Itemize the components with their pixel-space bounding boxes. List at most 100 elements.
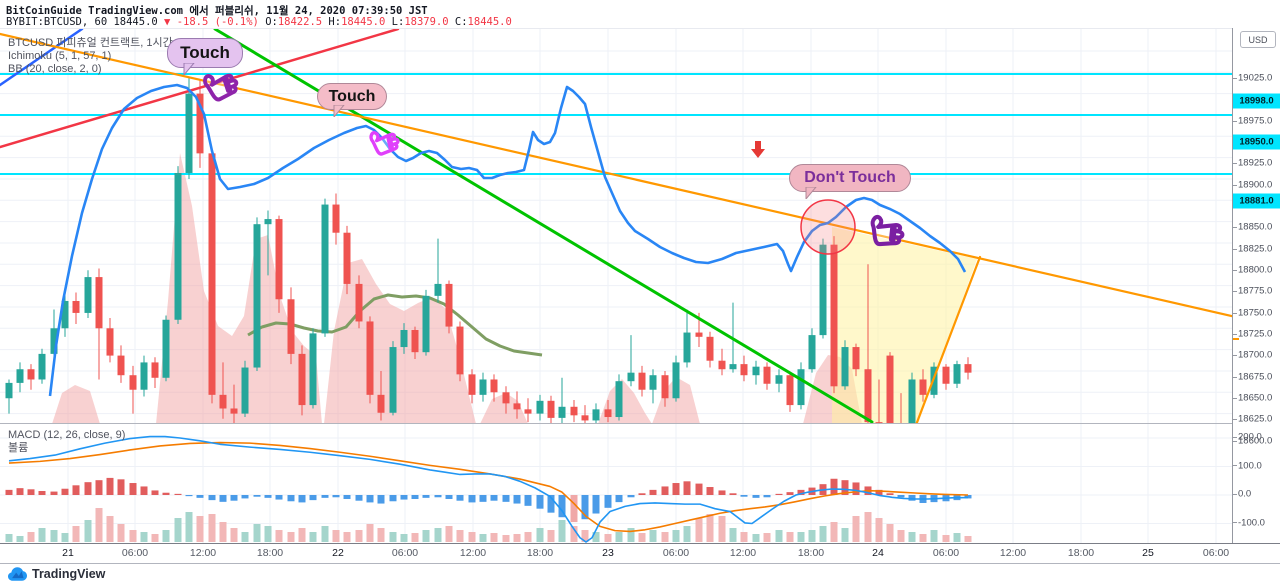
volume-bar bbox=[797, 532, 805, 542]
candle-body bbox=[570, 406, 578, 416]
time-label-hour: 06:00 bbox=[391, 547, 419, 559]
macd-histogram-bar bbox=[5, 489, 13, 495]
volume-bar bbox=[897, 530, 905, 542]
bb-legend[interactable]: BB (20, close, 2, 0) bbox=[8, 63, 102, 75]
blue-steep-trendline[interactable] bbox=[0, 29, 84, 87]
candle-body bbox=[547, 400, 555, 418]
price-tick-label: 18800.0 bbox=[1238, 264, 1273, 276]
candle-body bbox=[908, 379, 916, 424]
candle-body bbox=[275, 219, 283, 300]
volume-bar bbox=[615, 532, 623, 542]
currency-toggle-button[interactable]: USD bbox=[1240, 31, 1276, 48]
macd-histogram-bar bbox=[16, 488, 24, 495]
time-label-hour: 06:00 bbox=[662, 547, 690, 559]
candle-body bbox=[219, 394, 227, 409]
macd-pane[interactable]: MACD (12, 26, close, 9) 볼륨 bbox=[0, 423, 1232, 544]
time-axis[interactable]: 21 06:00 12:00 18:00 22 06:00 12:00 18:00 23 06:0… bbox=[0, 543, 1280, 564]
macd-legend-line[interactable]: MACD (12, 26, close, 9) bbox=[8, 429, 126, 441]
macd-signal-line bbox=[8, 441, 969, 533]
macd-histogram-bar bbox=[852, 482, 860, 495]
macd-histogram-bar bbox=[649, 489, 657, 495]
price-tick-label: 18675.0 bbox=[1238, 371, 1273, 383]
footer: TradingView bbox=[0, 564, 1280, 588]
macd-histogram-bar bbox=[174, 493, 182, 495]
macd-legend[interactable]: MACD (12, 26, close, 9) 볼륨 bbox=[8, 429, 125, 455]
bubble-tail bbox=[183, 63, 195, 75]
candle-body bbox=[468, 374, 476, 395]
low-value: 18379.0 bbox=[404, 16, 449, 28]
volume-bar bbox=[343, 532, 351, 542]
volume-bar bbox=[400, 534, 408, 542]
orange-line-axis-tick bbox=[1233, 338, 1239, 340]
price-tick-label: 18600.0 bbox=[1238, 435, 1273, 447]
candle-body bbox=[208, 153, 216, 395]
macd-histogram-bar bbox=[434, 495, 442, 498]
macd-histogram-bar bbox=[752, 495, 760, 498]
volume-bar bbox=[16, 536, 24, 542]
volume-bar bbox=[151, 534, 159, 542]
macd-histogram-bar bbox=[298, 495, 306, 503]
volume-bar bbox=[558, 520, 566, 542]
touch-annotation-1[interactable]: Touch bbox=[167, 38, 243, 75]
dont-touch-annotation[interactable]: Don't Touch bbox=[789, 164, 911, 199]
price-tick-dash bbox=[1233, 418, 1237, 420]
candle-body bbox=[830, 244, 838, 387]
price-tick-dash bbox=[1233, 77, 1237, 79]
thumbs-up-icon-2[interactable] bbox=[369, 128, 400, 156]
volume-bar bbox=[752, 534, 760, 542]
candle-body bbox=[695, 332, 703, 337]
red-down-arrow-marker[interactable] bbox=[751, 141, 765, 158]
main-legend[interactable]: BTCUSD 퍼피츄얼 컨트랙트, 1시간, BYBIT Ichimoku (5… bbox=[8, 37, 211, 76]
touch-annotation-2-text: Touch bbox=[328, 87, 376, 105]
price-chart-pane[interactable]: BTCUSD 퍼피츄얼 컨트랙트, 1시간, BYBIT Ichimoku (5… bbox=[0, 28, 1232, 424]
candle-body bbox=[490, 379, 498, 393]
dont-touch-annotation-text: Don't Touch bbox=[804, 169, 896, 186]
macd-histogram-bar bbox=[27, 489, 35, 495]
volume-legend-line[interactable]: 볼륨 bbox=[8, 442, 29, 454]
thumbs-up-icon-1[interactable] bbox=[203, 68, 240, 102]
macd-histogram-bar bbox=[524, 495, 532, 506]
candle-body bbox=[72, 300, 80, 313]
volume-bar bbox=[332, 530, 340, 542]
thumbs-up-icon-1-accent bbox=[222, 77, 233, 93]
candle-body bbox=[864, 369, 872, 423]
price-axis[interactable]: USD 19025.0 18975.0 18925.0 18900.0 18850.0 1… bbox=[1232, 28, 1280, 543]
price-tick-dash bbox=[1233, 312, 1237, 314]
volume-bar bbox=[389, 532, 397, 542]
macd-histogram-bar bbox=[786, 492, 794, 495]
candle-body bbox=[740, 364, 748, 376]
macd-canvas[interactable] bbox=[0, 424, 1232, 544]
macd-histogram-bar bbox=[695, 483, 703, 495]
macd-histogram-bar bbox=[95, 480, 103, 495]
volume-bar bbox=[536, 528, 544, 542]
macd-histogram-bar bbox=[72, 485, 80, 495]
red-circle-annotation[interactable] bbox=[800, 199, 856, 255]
price-tick-label: 18750.0 bbox=[1238, 307, 1273, 319]
price-tick-dash bbox=[1233, 184, 1237, 186]
volume-bar bbox=[852, 516, 860, 542]
volume-bar bbox=[241, 532, 249, 542]
candle-body bbox=[174, 172, 182, 320]
ichimoku-legend[interactable]: Ichimoku (5, 1, 57, 1) bbox=[8, 50, 112, 62]
tradingview-logo-icon bbox=[8, 567, 27, 581]
price-chart-canvas[interactable] bbox=[0, 29, 1232, 424]
candle-body bbox=[797, 369, 805, 406]
orange-steep-trendline[interactable] bbox=[915, 255, 982, 424]
candle-body bbox=[389, 347, 397, 413]
macd-histogram-bar bbox=[615, 495, 623, 503]
time-label-hour: 12:00 bbox=[729, 547, 757, 559]
volume-bar bbox=[513, 534, 521, 542]
touch-annotation-2[interactable]: Touch bbox=[317, 83, 387, 117]
thumbs-up-icon-3[interactable] bbox=[870, 214, 905, 247]
tradingview-brand[interactable]: TradingView bbox=[8, 567, 105, 581]
price-tick-label: 18775.0 bbox=[1238, 285, 1273, 297]
candle-body bbox=[592, 409, 600, 421]
candle-body bbox=[942, 366, 950, 384]
cyan-price-chip: 18881.0 bbox=[1233, 193, 1280, 209]
volume-bar bbox=[864, 512, 872, 542]
symbol-legend[interactable]: BTCUSD 퍼피츄얼 컨트랙트, 1시간, BYBIT bbox=[8, 37, 211, 49]
red-descending-trendline[interactable] bbox=[0, 29, 400, 149]
volume-bar bbox=[672, 530, 680, 542]
macd-histogram-bar bbox=[230, 495, 238, 501]
macd-histogram-bar bbox=[729, 493, 737, 495]
